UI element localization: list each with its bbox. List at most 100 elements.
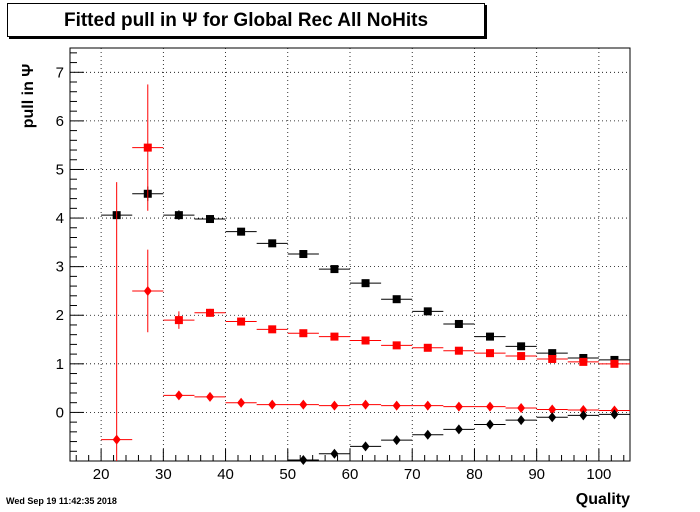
diamond-marker: [423, 400, 432, 411]
square-marker: [579, 357, 588, 366]
data-point: [350, 279, 382, 288]
data-point: [194, 308, 226, 317]
diamond-marker: [486, 401, 494, 412]
square-marker: [330, 332, 339, 341]
square-marker: [268, 239, 277, 248]
diamond-marker: [517, 415, 526, 426]
y-tick-label: 4: [56, 210, 64, 227]
data-point: [412, 429, 444, 440]
data-point: [350, 441, 382, 452]
diamond-marker: [517, 403, 526, 414]
square-marker: [423, 343, 432, 352]
square-marker: [299, 250, 308, 259]
data-point: [101, 182, 133, 461]
data-point: [318, 332, 350, 341]
x-tick-label: 100: [586, 466, 611, 483]
data-point: [318, 400, 350, 411]
y-tick-label: 7: [56, 64, 64, 81]
diamond-marker: [299, 455, 308, 466]
data-point: [443, 401, 475, 412]
data-point: [287, 399, 319, 410]
diamond-marker: [206, 391, 214, 402]
square-marker: [548, 349, 557, 358]
diamond-marker: [392, 435, 401, 446]
data-point: [256, 399, 288, 410]
data-point: [225, 227, 257, 236]
diamond-marker: [361, 441, 370, 452]
square-marker: [454, 346, 463, 355]
data-point: [443, 424, 475, 435]
square-marker: [206, 308, 214, 317]
diamond-marker: [174, 390, 183, 401]
data-point: [287, 250, 319, 259]
data-point: [287, 329, 319, 338]
title-box: Fitted pull in Ψ for Global Rec All NoHi…: [7, 3, 485, 37]
data-point: [536, 404, 568, 415]
square-marker: [548, 354, 557, 363]
data-point: [350, 336, 382, 345]
square-marker: [454, 319, 463, 328]
diamond-marker: [330, 400, 339, 411]
square-marker: [517, 342, 526, 351]
diamond-marker: [486, 419, 494, 430]
square-marker: [237, 227, 246, 236]
timestamp: Wed Sep 19 11:42:35 2018: [6, 496, 117, 506]
diamond-marker: [237, 397, 246, 408]
square-marker: [610, 359, 619, 368]
data-point: [474, 349, 506, 358]
square-marker: [299, 329, 308, 338]
y-tick-label: 3: [56, 259, 64, 276]
diamond-marker: [579, 404, 588, 415]
square-marker: [361, 336, 370, 345]
diamond-marker: [268, 399, 277, 410]
data-point: [412, 343, 444, 352]
x-tick-label: 40: [217, 466, 234, 483]
y-tick-label: 5: [56, 161, 64, 178]
data-point: [256, 325, 288, 334]
square-marker: [174, 211, 183, 220]
square-marker: [486, 332, 494, 341]
data-point: [132, 84, 164, 211]
y-axis-label: pull in Ψ: [20, 63, 37, 129]
data-point: [381, 341, 413, 350]
data-point: [163, 390, 195, 401]
data-point: [505, 352, 537, 361]
plot-frame: [69, 47, 631, 462]
x-tick-label: 50: [279, 466, 296, 483]
diamond-marker: [454, 424, 463, 435]
x-tick-label: 30: [155, 466, 172, 483]
data-point: [163, 311, 195, 329]
data-point: [505, 403, 537, 414]
data-point: [443, 319, 475, 328]
data-point: [412, 307, 444, 316]
data-point: [474, 419, 506, 430]
diamond-marker: [610, 409, 619, 420]
data-point: [536, 349, 568, 358]
data-point: [474, 401, 506, 412]
data-point: [287, 455, 319, 466]
data-point: [132, 249, 164, 333]
data-point: [567, 410, 599, 421]
diamond-marker: [454, 401, 463, 412]
square-marker: [486, 349, 494, 358]
data-point: [598, 409, 630, 420]
diamond-marker: [392, 400, 401, 411]
data-point: [256, 239, 288, 248]
square-marker: [517, 352, 526, 361]
data-point: [567, 404, 599, 415]
square-marker: [392, 295, 401, 304]
data-point: [350, 399, 382, 410]
square-marker: [330, 265, 339, 274]
x-tick-label: 80: [466, 466, 483, 483]
diamond-marker: [548, 404, 557, 415]
data-point: [474, 332, 506, 341]
y-tick-label: 0: [56, 404, 64, 421]
data-point: [443, 346, 475, 355]
data-point: [194, 215, 226, 224]
data-point: [412, 400, 444, 411]
data-point: [536, 354, 568, 363]
x-tick-label: 90: [528, 466, 545, 483]
data-point: [163, 210, 195, 221]
diamond-marker: [299, 399, 308, 410]
